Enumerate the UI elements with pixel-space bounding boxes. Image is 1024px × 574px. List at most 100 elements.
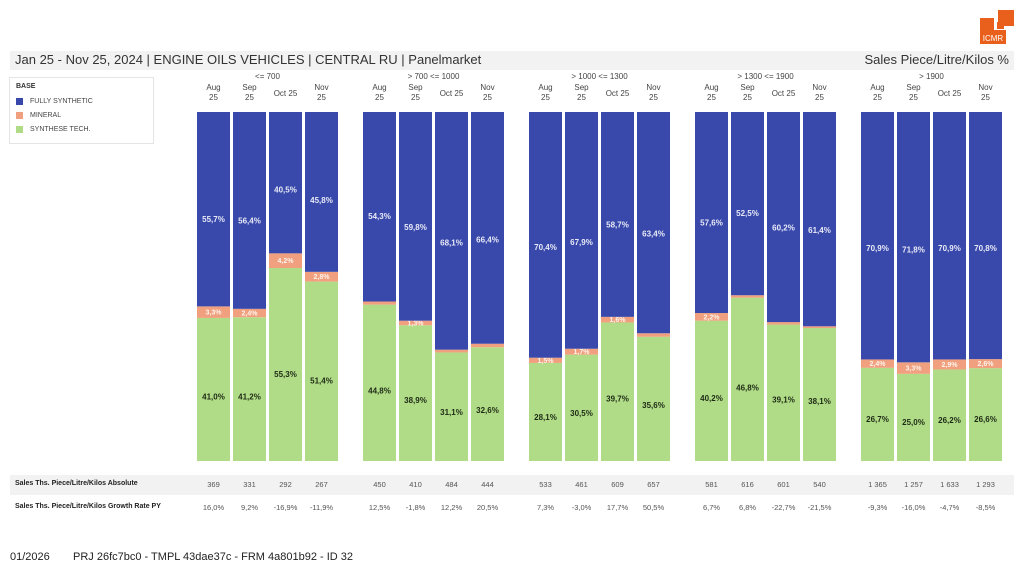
bar-segment-mineral: [471, 343, 504, 348]
bar-segment-fully-synthetic: [731, 112, 764, 296]
table-cell: 292: [279, 480, 292, 489]
bar-segment-mineral: [637, 333, 670, 337]
bar-segment-mineral: [363, 301, 396, 305]
bar-segment-synthese-tech: [601, 322, 634, 461]
period-label: Nov: [978, 83, 992, 92]
data-label: 45,8%: [310, 196, 333, 205]
legend-label: SYNTHESE TECH.: [30, 125, 91, 133]
bar-segment-fully-synthetic: [933, 112, 966, 360]
data-label: 1,5%: [538, 358, 555, 365]
bar-segment-fully-synthetic: [601, 112, 634, 317]
period-label: Nov: [646, 83, 660, 92]
data-label: 63,4%: [642, 230, 665, 239]
data-label: 28,1%: [534, 413, 557, 422]
data-label: 67,9%: [570, 238, 593, 247]
period-label: Aug: [206, 83, 220, 92]
legend-swatch-mineral: [16, 111, 23, 119]
period-label: Aug: [372, 83, 386, 92]
data-label: 2,4%: [242, 311, 259, 318]
legend-item-fully-synthetic[interactable]: FULLY SYNTHETIC: [16, 96, 93, 106]
data-label: 61,4%: [808, 226, 831, 235]
table-cell: -16,9%: [273, 503, 298, 512]
bar-segment-synthese-tech: [969, 368, 1002, 461]
data-label: 52,5%: [736, 209, 759, 218]
period-label: 25: [375, 93, 384, 102]
data-label: 55,3%: [274, 370, 297, 379]
data-label: 1,6%: [610, 317, 627, 324]
data-label: 38,9%: [404, 396, 427, 405]
period-label: Aug: [704, 83, 718, 92]
data-label: 66,4%: [476, 235, 499, 244]
data-label: 55,7%: [202, 215, 225, 224]
bar-segment-mineral: [861, 359, 894, 368]
period-label: 25: [981, 93, 990, 102]
data-label: 25,0%: [902, 418, 925, 427]
table-cell: 484: [445, 480, 458, 489]
period-label: 25: [483, 93, 492, 102]
data-label: 58,7%: [606, 221, 629, 230]
bar-segment-mineral: [767, 322, 800, 325]
period-label: Oct 25: [938, 89, 962, 98]
bar-segment-mineral: [233, 308, 266, 318]
period-label: 25: [209, 93, 218, 102]
bar-segment-fully-synthetic: [529, 112, 562, 358]
data-label: 70,8%: [974, 244, 997, 253]
legend-label: MINERAL: [30, 111, 62, 119]
bar-segment-fully-synthetic: [399, 112, 432, 321]
bar-segment-synthese-tech: [435, 352, 468, 461]
data-label: 46,8%: [736, 384, 759, 393]
bar-segment-mineral: [269, 253, 302, 269]
table-cell: 6,8%: [738, 503, 757, 512]
bar-segment-fully-synthetic: [767, 112, 800, 323]
data-label: 39,7%: [606, 395, 629, 404]
period-label: Sep: [242, 83, 257, 92]
data-label: 2,4%: [870, 361, 887, 368]
title-bar: Jan 25 - Nov 25, 2024 | ENGINE OILS VEHI…: [10, 51, 1014, 70]
data-label: 3,3%: [906, 366, 923, 373]
data-label: 70,9%: [866, 244, 889, 253]
data-label: 26,7%: [866, 415, 889, 424]
bar-segment-mineral: [399, 320, 432, 326]
data-label: 59,8%: [404, 223, 427, 232]
table-cell: 50,5%: [642, 503, 665, 512]
data-label: 3,3%: [206, 310, 223, 317]
table-cell: 1 633: [940, 480, 959, 489]
period-label: Oct 25: [772, 89, 796, 98]
bar-segment-fully-synthetic: [897, 112, 930, 363]
bar-segment-mineral: [695, 313, 728, 321]
period-label: Oct 25: [440, 89, 464, 98]
period-label: Sep: [408, 83, 423, 92]
period-label: 25: [411, 93, 420, 102]
legend-label: FULLY SYNTHETIC: [30, 97, 93, 105]
period-label: 25: [815, 93, 824, 102]
bar-segment-fully-synthetic: [269, 112, 302, 254]
data-label: 35,6%: [642, 401, 665, 410]
period-label: Sep: [740, 83, 755, 92]
group-label: > 1000 <= 1300: [571, 72, 628, 81]
table-cell: 581: [705, 480, 718, 489]
bar-segment-mineral: [731, 295, 764, 298]
table-cell: 450: [373, 480, 386, 489]
data-label: 70,4%: [534, 243, 557, 252]
bar-segment-mineral: [435, 349, 468, 353]
table-cell: 17,7%: [606, 503, 629, 512]
bar-segment-synthese-tech: [565, 354, 598, 461]
legend-item-mineral[interactable]: MINERAL: [16, 110, 61, 120]
period-label: 25: [707, 93, 716, 102]
period-label: Oct 25: [274, 89, 298, 98]
bar-segment-synthese-tech: [731, 297, 764, 461]
bar-segment-mineral: [969, 359, 1002, 369]
data-label: 41,0%: [202, 393, 225, 402]
data-label: 56,4%: [238, 216, 261, 225]
bar-segment-mineral: [933, 359, 966, 370]
table-row-absolute: Sales Ths. Piece/Litre/Kilos Absolute 36…: [10, 475, 1014, 495]
bar-segment-fully-synthetic: [803, 112, 836, 327]
data-label: 31,1%: [440, 408, 463, 417]
bar-segment-mineral: [803, 326, 836, 329]
data-label: 32,6%: [476, 406, 499, 415]
legend-item-synthese-tech[interactable]: SYNTHESE TECH.: [16, 124, 91, 134]
table-cell: 7,3%: [536, 503, 555, 512]
legend: BASE FULLY SYNTHETIC MINERAL SYNTHESE TE…: [9, 77, 154, 144]
table-cell: -22,7%: [771, 503, 796, 512]
table-cell: 369: [207, 480, 220, 489]
